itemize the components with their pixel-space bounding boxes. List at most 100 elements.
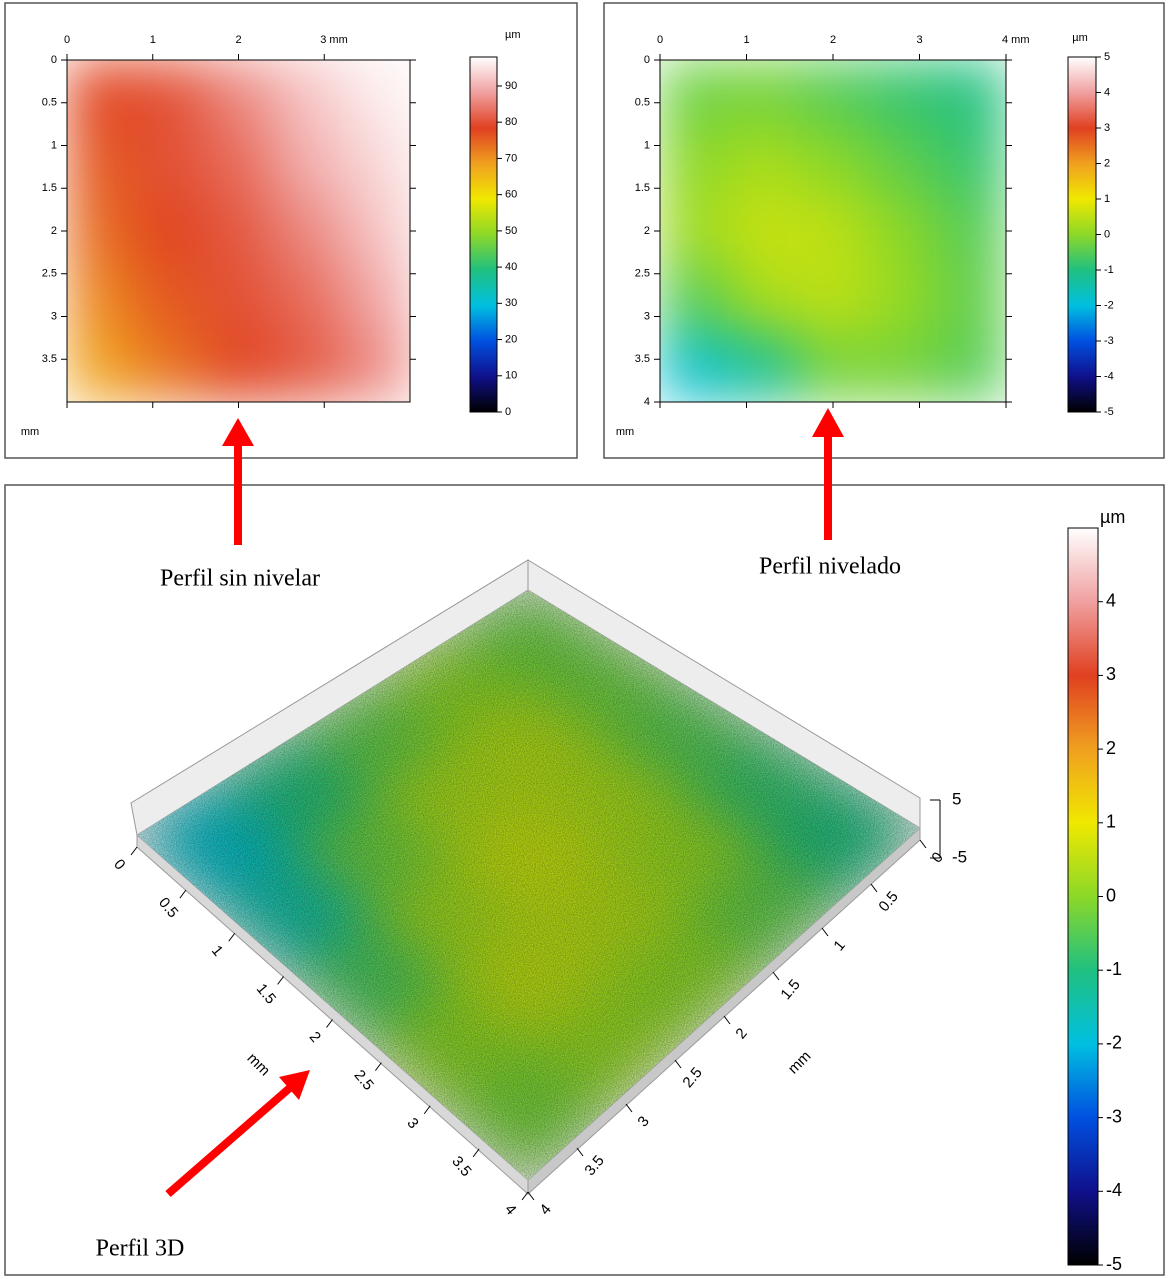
x-tick-label: 0 [64,34,70,46]
annotation: Perfil sin nivelar [160,566,320,592]
heatmap-cell [936,265,1006,334]
colorbar-tick-label: 90 [505,80,517,92]
arrow-head [812,408,844,437]
heatmap [660,60,1006,402]
y-tick [870,883,878,893]
heatmap-cell [204,265,273,334]
y-tick-label: 1.5 [635,182,650,194]
heatmap-cell [272,128,342,197]
colorbar-tick-label: -1 [1104,264,1114,276]
y-tick [821,927,829,937]
z-tick-label: 5 [952,789,961,808]
heatmap-cell [135,128,205,197]
surface-cell [448,1043,608,1180]
x-tick [326,1019,333,1028]
x-tick-label: 0 [657,34,663,46]
colorbar-tick-label: -2 [1106,1033,1122,1053]
heatmap-cell [67,333,136,402]
y-tick [674,1059,682,1069]
x-tick [472,1148,480,1158]
colorbar-tick-label: -5 [1104,406,1114,418]
surface-cells [137,590,920,1180]
colorbar-tick-label: -4 [1106,1180,1122,1200]
y-tick-label: 1.5 [42,182,57,194]
colorbar-tick-label: 0 [505,406,511,418]
heatmap-cell [660,60,730,129]
y-tick-label: 0.5 [42,97,57,109]
x-tick-label: 2 [235,34,241,46]
x-tick [130,846,138,856]
heatmap-cell [272,196,342,266]
heatmap-cell [936,128,1006,197]
heatmap-cell [272,333,342,402]
colorbar-tick-label: 4 [1104,86,1110,98]
heatmap-cell [341,196,410,266]
arrow [165,1082,295,1198]
heatmap-cell [798,196,868,266]
x-tick [374,1062,382,1071]
heatmap-cell [204,196,273,266]
heatmap-cell [204,333,273,402]
y-tick [625,1103,633,1113]
colorbar [469,56,498,413]
heatmap-cell [341,333,410,402]
x-tick-label: 4 mm [1002,34,1030,46]
y-tick-label: 4 [644,396,650,408]
y-tick [772,971,780,981]
colorbar-tick-label: 3 [1106,664,1116,684]
colorbar-tick-label: 2 [1104,157,1110,169]
y-tick [723,1015,731,1025]
heatmap-cell [798,60,868,129]
colorbar-tick-label: 0 [1106,885,1116,905]
heatmap-cell [798,265,868,334]
x-tick [521,1191,529,1201]
heatmap-cell [272,265,342,334]
colorbar-tick-label: 5 [1104,51,1110,63]
heatmap-cell [135,333,205,402]
colorbar-unit: µm [1072,32,1088,44]
heatmap-cell [867,196,937,266]
y-tick-label: 0 [51,54,57,66]
axis-label: mm [21,426,39,438]
y-tick-label: 3 [644,310,650,322]
heatmap-cell [67,60,136,129]
annotation: Perfil nivelado [759,554,901,580]
heatmap-cell [729,196,799,266]
x-tick [228,932,236,942]
heatmap-cells [67,60,410,402]
heatmap-cell [729,60,799,129]
heatmap-cell [272,60,342,129]
colorbar-tick-label: 0 [1104,228,1110,240]
colorbar-tick-label: 1 [1106,812,1116,832]
colorbar-tick-label: -3 [1106,1106,1122,1126]
colorbar-tick-label: 80 [505,116,517,128]
y-tick-label: 2.5 [635,268,650,280]
arrow-head [222,418,254,446]
colorbar-tick-label: -2 [1104,299,1114,311]
colorbar-tick-label: 40 [505,261,517,273]
heatmap-cell [660,333,730,402]
heatmap-cell [204,60,273,129]
heatmap-cell [936,333,1006,402]
colorbar-tick-label: 3 [1104,122,1110,134]
colorbar-tick-label: 70 [505,152,517,164]
colorbar-tick-label: 50 [505,225,517,237]
colorbar-tick-label: -4 [1104,370,1114,382]
heatmap-cell [67,128,136,197]
heatmap-cell [798,128,868,197]
colorbar-tick-label: 60 [505,189,517,201]
colorbar-tick-label: 4 [1106,590,1116,610]
colorbar-tick-label: 2 [1106,738,1116,758]
heatmap-cell [867,60,937,129]
heatmap-cell [67,265,136,334]
heatmap-cell [729,128,799,197]
x-tick [277,976,285,985]
arrows [165,408,844,1198]
heatmap-cell [135,60,205,129]
y-tick [527,1191,535,1201]
heatmap-cell [936,196,1006,266]
y-tick-label: 2 [51,225,57,237]
heatmap [67,60,410,402]
